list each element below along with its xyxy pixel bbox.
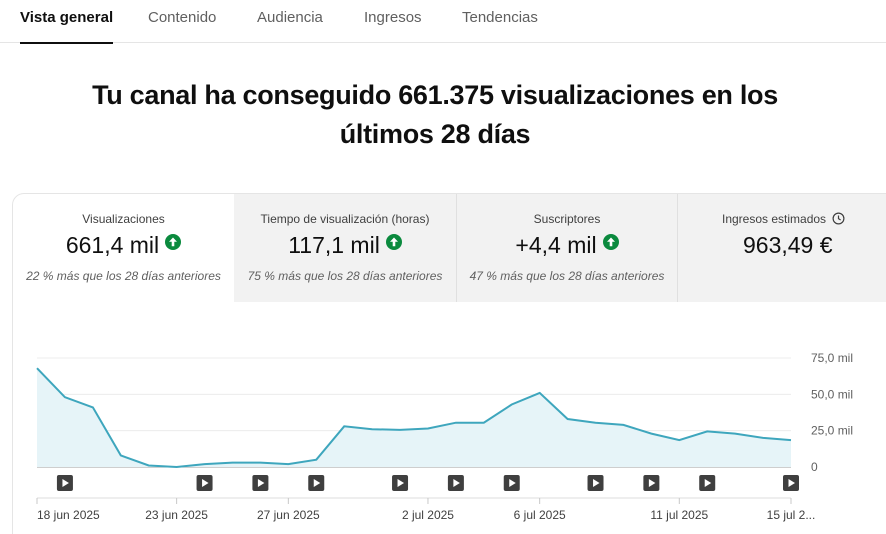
video-marker[interactable]	[643, 475, 660, 491]
metric-comparison: 22 % más que los 28 días anteriores	[26, 269, 221, 283]
x-tick-label: 6 jul 2025	[514, 508, 566, 522]
trend-up-icon	[385, 234, 402, 250]
tab-trends[interactable]: Tendencias	[462, 9, 538, 26]
metric-comparison: 75 % más que los 28 días anteriores	[247, 269, 443, 283]
metric-label: Ingresos estimados	[722, 212, 827, 226]
tab-audience[interactable]: Audiencia	[257, 9, 323, 26]
metric-value-row: 661,4 mil	[13, 232, 234, 259]
video-marker[interactable]	[196, 475, 213, 491]
metric-value: 963,49 €	[743, 232, 833, 258]
metric-value: +4,4 mil	[515, 232, 597, 258]
video-marker[interactable]	[587, 475, 604, 491]
clock-icon	[832, 212, 845, 225]
chart-area-fill	[37, 368, 791, 467]
video-marker[interactable]	[783, 475, 799, 491]
metric-value: 661,4 mil	[65, 232, 160, 258]
y-tick-label: 25,0 mil	[811, 424, 853, 438]
metric-label: Visualizaciones	[82, 212, 165, 226]
analytics-card: Visualizaciones 661,4 mil 22 % más que l…	[12, 193, 886, 534]
page-title: Tu canal ha conseguido 661.375 visualiza…	[40, 76, 830, 154]
trend-up-icon	[165, 234, 182, 250]
tab-revenue[interactable]: Ingresos	[364, 9, 422, 26]
tab-bar: Vista general Contenido Audiencia Ingres…	[0, 0, 886, 44]
x-tick-label: 18 jun 2025	[37, 508, 100, 522]
video-marker[interactable]	[308, 475, 325, 491]
metric-label-row: Ingresos estimados	[722, 212, 845, 226]
metric-subscribers[interactable]: Suscriptores +4,4 mil 47 % más que los 2…	[457, 194, 677, 302]
video-markers	[37, 475, 799, 499]
tab-content[interactable]: Contenido	[148, 9, 217, 26]
video-marker[interactable]	[56, 475, 73, 491]
metric-label: Suscriptores	[533, 212, 601, 226]
x-axis-ticks: 18 jun 2025 23 jun 2025 27 jun 2025 2 jul 2…	[36, 498, 816, 522]
chart-series-line	[36, 367, 792, 469]
metric-label: Tiempo de visualización (horas)	[260, 212, 430, 226]
x-tick-label: 27 jun 2025	[257, 508, 320, 522]
y-tick-label: 50,0 mil	[811, 387, 853, 401]
metric-comparison: 47 % más que los 28 días anteriores	[469, 269, 665, 283]
tab-overview[interactable]: Vista general	[20, 9, 114, 44]
x-tick-label: 15 jul 2...	[767, 508, 816, 522]
metric-value-row: +4,4 mil	[457, 232, 677, 259]
metric-views[interactable]: Visualizaciones 661,4 mil 22 % más que l…	[13, 194, 234, 302]
metric-divider	[456, 194, 457, 302]
x-tick-label: 23 jun 2025	[145, 508, 208, 522]
y-tick-label: 0	[811, 460, 818, 474]
video-marker[interactable]	[699, 475, 716, 491]
video-marker[interactable]	[252, 475, 269, 491]
y-tick-label: 75,0 mil	[811, 351, 853, 365]
metric-value-row: 117,1 mil	[234, 232, 456, 259]
video-marker[interactable]	[503, 475, 520, 491]
video-marker[interactable]	[392, 475, 409, 491]
x-tick-label: 11 jul 2025	[650, 508, 708, 522]
page-title-line-2: últimos 28 días	[339, 119, 531, 149]
video-marker[interactable]	[447, 475, 464, 491]
views-chart: 0 25,0 mil 50,0 mil 75,0 mil 18 jun 2025 23 …	[36, 351, 853, 522]
metric-value: 117,1 mil	[288, 232, 380, 258]
page-title-line-1: Tu canal ha conseguido 661.375 visualiza…	[92, 80, 778, 110]
metric-estimated-revenue[interactable]: Ingresos estimados 963,49 €	[678, 194, 886, 302]
x-tick-label: 2 jul 2025	[402, 508, 454, 522]
metric-watch-time[interactable]: Tiempo de visualización (horas) 117,1 mi…	[234, 194, 456, 302]
trend-up-icon	[602, 234, 619, 250]
y-axis-ticks: 0 25,0 mil 50,0 mil 75,0 mil	[811, 351, 853, 474]
metric-divider	[677, 194, 678, 302]
